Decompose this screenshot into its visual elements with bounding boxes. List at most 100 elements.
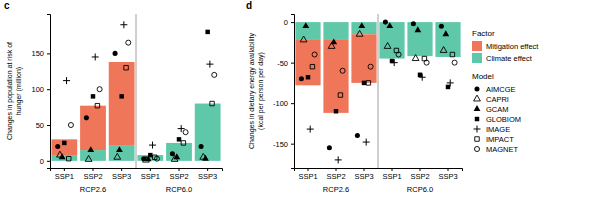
tick-mark	[207, 168, 208, 171]
x-tick: SSP1	[382, 168, 401, 181]
model-marker-group	[330, 38, 337, 44]
model-marker	[312, 52, 317, 57]
legend-label: GLOBIOM	[486, 115, 521, 124]
model-marker	[85, 155, 92, 161]
y-tick: 0	[40, 157, 50, 166]
legend-swatch	[474, 86, 479, 91]
model-marker-group	[119, 94, 123, 98]
bar-segment	[351, 22, 376, 34]
model-marker-group	[116, 146, 123, 152]
model-marker-group	[92, 53, 99, 60]
x-tick: SSP3	[438, 168, 457, 181]
bar-segment	[351, 34, 376, 83]
y-tick: -100	[273, 99, 294, 108]
tick-mark	[179, 168, 180, 171]
y-tick: 50	[36, 121, 50, 130]
x-tick: SSP1	[141, 168, 160, 181]
model-marker	[126, 40, 131, 45]
axis-line	[291, 15, 295, 169]
model-marker-group	[338, 93, 342, 97]
model-marker	[92, 53, 99, 60]
legend-marker	[475, 117, 479, 121]
legend-label: CAPRI	[486, 95, 509, 104]
model-marker-group	[91, 94, 95, 98]
model-marker-group	[396, 52, 401, 57]
model-marker-group	[85, 155, 92, 161]
model-marker	[302, 22, 309, 28]
y-tick: -150	[273, 140, 294, 149]
model-marker	[63, 77, 70, 84]
model-marker-group	[206, 61, 213, 68]
legend-label: GCAM	[486, 105, 509, 114]
tick-mark	[93, 168, 94, 171]
plot-area	[51, 21, 220, 162]
model-marker-group	[355, 133, 360, 138]
model-marker	[212, 72, 217, 77]
bar-segment	[407, 22, 432, 56]
model-marker	[424, 60, 429, 65]
model-marker	[113, 51, 118, 56]
model-marker	[59, 153, 66, 159]
bar-segment	[166, 142, 192, 143]
tick-mark	[336, 168, 337, 171]
model-marker-group	[66, 156, 70, 160]
model-marker-group	[307, 126, 314, 133]
model-marker	[439, 24, 444, 29]
tick-label: 0	[284, 18, 288, 27]
model-marker-group	[439, 24, 444, 29]
bar-segment	[51, 139, 77, 155]
legend-swatch	[472, 53, 482, 63]
model-marker-group	[362, 81, 366, 85]
tick-mark	[420, 168, 421, 171]
legend-swatch	[475, 137, 479, 141]
x-tick: SSP2	[410, 168, 429, 181]
model-marker-group	[358, 22, 365, 28]
model-marker	[362, 81, 366, 85]
model-marker	[97, 87, 102, 92]
model-marker	[62, 141, 66, 145]
tick-label: SSP2	[326, 172, 345, 181]
bar-segment	[295, 22, 320, 40]
legend-label: AIMCGE	[486, 85, 516, 94]
model-marker	[206, 61, 213, 68]
legend-marker	[474, 146, 479, 151]
model-marker	[386, 22, 393, 28]
model-marker	[356, 30, 363, 36]
model-marker-group	[306, 75, 310, 79]
tick-label: SSP2	[169, 172, 188, 181]
x-tick: SSP3	[198, 168, 217, 181]
model-marker	[310, 64, 314, 68]
model-marker	[183, 130, 188, 135]
model-marker	[368, 64, 373, 69]
tick-label: 150	[31, 49, 44, 58]
model-marker	[327, 145, 332, 150]
model-marker-group	[59, 153, 66, 159]
model-marker	[442, 30, 449, 36]
legend-swatch	[474, 126, 481, 133]
model-marker	[334, 109, 338, 113]
model-marker	[330, 38, 337, 44]
model-marker-group	[414, 26, 421, 32]
model-marker	[447, 79, 454, 86]
bar-segment	[195, 103, 221, 104]
model-marker	[68, 123, 73, 128]
tick-mark	[121, 168, 122, 171]
legend-marker	[474, 126, 481, 133]
tick-label: SSP2	[83, 172, 102, 181]
model-marker	[411, 21, 416, 26]
model-marker	[95, 103, 99, 107]
legend-label: Climate effect	[486, 54, 533, 63]
tick-mark	[150, 168, 151, 171]
tick-mark	[364, 168, 365, 171]
tick-label: -50	[277, 59, 288, 68]
model-marker-group	[340, 68, 345, 73]
model-marker	[173, 153, 180, 159]
x-tick: SSP2	[326, 168, 345, 181]
model-marker-group	[181, 141, 185, 145]
model-marker	[307, 126, 314, 133]
model-marker-group	[446, 85, 450, 89]
tick-mark	[291, 22, 294, 23]
axis-line	[51, 169, 223, 172]
model-marker	[414, 26, 421, 32]
model-marker	[383, 20, 388, 25]
